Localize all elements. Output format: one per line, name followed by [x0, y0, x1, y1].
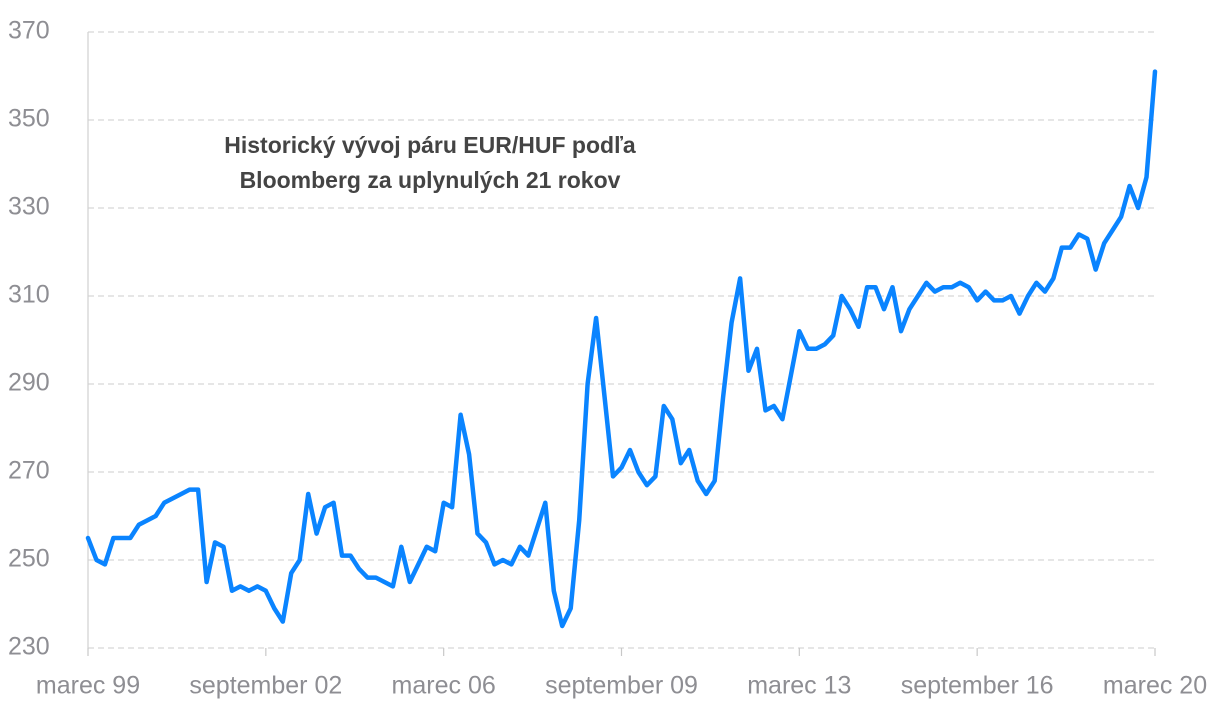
- x-tick-label: september 09: [545, 672, 698, 700]
- x-tick-label: marec 06: [392, 672, 496, 700]
- x-tick-label: marec 13: [747, 672, 851, 700]
- line: [85, 69, 1158, 629]
- y-tick-label: 370: [8, 17, 50, 45]
- x-tick-label: marec 99: [36, 672, 140, 700]
- x-tick-label: september 16: [901, 672, 1054, 700]
- chart-title: Bloomberg za uplynulých 21 rokov: [240, 167, 621, 193]
- y-tick-label: 250: [8, 545, 50, 573]
- y-tick-label: 270: [8, 457, 50, 485]
- y-tick-label: 350: [8, 105, 50, 133]
- x-tick-label: marec 20: [1103, 672, 1207, 700]
- x-tick-label: september 02: [189, 672, 342, 700]
- y-tick-label: 330: [8, 193, 50, 221]
- chart-title: Historický vývoj páru EUR/HUF podľa: [224, 132, 636, 158]
- y-tick-label: 290: [8, 369, 50, 397]
- y-tick-label: 230: [8, 633, 50, 661]
- y-tick-label: 310: [8, 281, 50, 309]
